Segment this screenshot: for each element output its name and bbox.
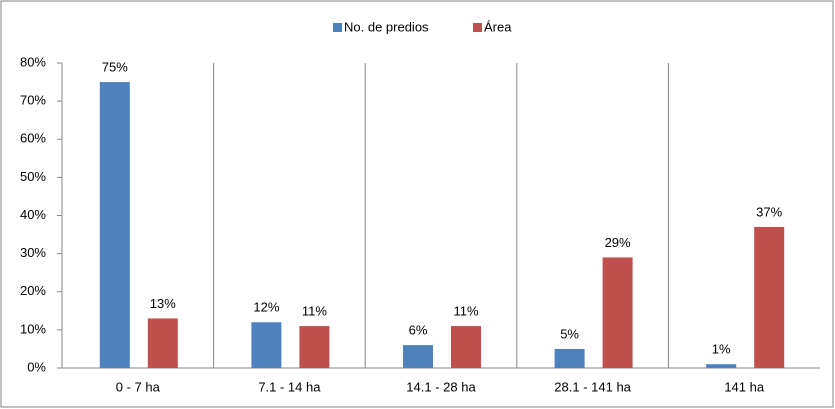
data-label: 75% — [102, 60, 128, 75]
bar — [403, 345, 433, 368]
y-tick-label: 10% — [20, 321, 46, 336]
data-label: 11% — [302, 304, 327, 319]
bar — [706, 364, 737, 368]
y-tick-label: 0% — [27, 359, 46, 374]
legend-label: Área — [484, 19, 512, 34]
data-label: 6% — [409, 323, 428, 338]
bar — [554, 348, 585, 368]
legend-label: No. de predios — [344, 19, 429, 34]
y-tick-label: 80% — [20, 54, 46, 69]
x-tick-label: 7.1 - 14 ha — [258, 379, 321, 394]
bar — [602, 257, 633, 368]
data-label: 5% — [560, 326, 579, 341]
bar — [147, 318, 178, 368]
data-label: 11% — [453, 304, 478, 319]
y-tick-label: 40% — [20, 207, 46, 222]
bar — [99, 82, 130, 368]
y-tick-label: 30% — [20, 245, 46, 260]
y-tick-label: 70% — [20, 93, 46, 108]
bar — [299, 326, 330, 368]
x-tick-label: 0 - 7 ha — [116, 379, 161, 394]
data-label: 29% — [605, 235, 631, 250]
x-tick-label: 28.1 - 141 ha — [554, 379, 631, 394]
y-tick-label: 50% — [20, 169, 46, 184]
x-tick-label: 141 ha — [724, 379, 765, 394]
x-tick-label: 14.1 - 28 ha — [406, 379, 476, 394]
data-label: 1% — [712, 342, 731, 357]
y-tick-label: 60% — [20, 131, 46, 146]
legend-swatch — [333, 23, 342, 32]
data-label: 37% — [756, 204, 782, 219]
legend-swatch — [473, 23, 482, 32]
bar — [754, 226, 785, 368]
bar — [451, 326, 481, 368]
y-tick-label: 20% — [20, 283, 46, 298]
data-label: 12% — [253, 300, 279, 315]
bar — [251, 322, 282, 368]
data-label: 13% — [150, 296, 176, 311]
